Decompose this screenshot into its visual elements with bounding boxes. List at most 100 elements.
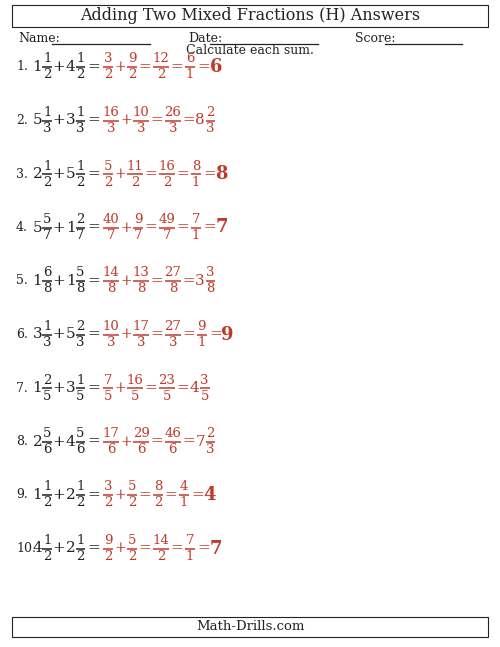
Text: 49: 49 <box>158 213 176 226</box>
Text: 2: 2 <box>76 175 84 188</box>
Text: 8: 8 <box>154 481 162 494</box>
Text: 9: 9 <box>134 213 142 226</box>
Text: 6: 6 <box>168 443 177 456</box>
Text: 2: 2 <box>43 496 52 509</box>
Text: 2: 2 <box>66 488 76 502</box>
Text: +: + <box>114 381 126 395</box>
Text: 2: 2 <box>32 435 42 448</box>
Text: 5: 5 <box>32 113 42 127</box>
Text: +: + <box>114 167 126 181</box>
Text: 2: 2 <box>76 550 84 563</box>
Text: 2: 2 <box>128 69 136 82</box>
Text: 46: 46 <box>164 427 182 440</box>
Text: 8: 8 <box>107 283 116 296</box>
Text: 23: 23 <box>158 373 176 386</box>
Text: 1: 1 <box>76 106 84 119</box>
Text: 8: 8 <box>137 283 145 296</box>
Text: Calculate each sum.: Calculate each sum. <box>186 43 314 56</box>
Text: 17: 17 <box>103 427 120 440</box>
Text: =: = <box>150 435 164 448</box>
Text: =: = <box>87 327 100 342</box>
Text: 2: 2 <box>206 106 214 119</box>
Text: +: + <box>120 435 132 448</box>
Text: 7: 7 <box>76 229 84 242</box>
Text: +: + <box>120 274 132 288</box>
Text: 7: 7 <box>43 229 52 242</box>
Text: =: = <box>198 60 210 74</box>
Text: 3: 3 <box>206 122 215 135</box>
Text: 1: 1 <box>66 221 76 234</box>
Text: 7: 7 <box>107 229 116 242</box>
Text: +: + <box>53 113 66 127</box>
Text: =: = <box>182 327 195 342</box>
Text: 3: 3 <box>66 113 76 127</box>
Text: 7: 7 <box>210 540 222 558</box>
Text: =: = <box>150 113 164 127</box>
Text: 4: 4 <box>66 435 76 448</box>
Text: =: = <box>182 274 195 288</box>
Text: 2: 2 <box>104 69 112 82</box>
Text: Date:: Date: <box>188 32 222 45</box>
Text: 8: 8 <box>196 113 205 127</box>
Text: 1: 1 <box>186 69 194 82</box>
Text: 2: 2 <box>76 320 84 333</box>
Text: 5: 5 <box>128 481 136 494</box>
Text: 3: 3 <box>168 336 177 349</box>
Text: 5: 5 <box>104 389 112 402</box>
Text: +: + <box>53 221 66 234</box>
Text: 14: 14 <box>103 267 120 280</box>
Text: 7: 7 <box>104 373 112 386</box>
Text: =: = <box>198 542 210 556</box>
Text: 5.: 5. <box>16 274 28 287</box>
Text: 5: 5 <box>76 267 84 280</box>
Text: =: = <box>204 221 216 234</box>
Text: 2: 2 <box>76 496 84 509</box>
Text: Adding Two Mixed Fractions (H) Answers: Adding Two Mixed Fractions (H) Answers <box>80 8 420 25</box>
Text: 6.: 6. <box>16 328 28 341</box>
Text: 16: 16 <box>103 106 120 119</box>
Text: =: = <box>139 488 151 502</box>
Text: 8: 8 <box>168 283 177 296</box>
Text: 3: 3 <box>196 274 205 288</box>
Text: 14: 14 <box>152 534 170 547</box>
Text: 1: 1 <box>76 481 84 494</box>
Text: 8: 8 <box>192 160 200 173</box>
Text: +: + <box>120 221 132 234</box>
Text: 1: 1 <box>76 160 84 173</box>
Text: +: + <box>53 274 66 288</box>
Text: 1: 1 <box>43 106 52 119</box>
Text: 7: 7 <box>162 229 171 242</box>
Text: 2: 2 <box>76 69 84 82</box>
Text: 3: 3 <box>168 122 177 135</box>
Text: 5: 5 <box>32 221 42 234</box>
Text: =: = <box>176 221 189 234</box>
Text: 1: 1 <box>186 550 194 563</box>
Text: 5: 5 <box>104 160 112 173</box>
Text: 1: 1 <box>180 496 188 509</box>
Text: 16: 16 <box>127 373 144 386</box>
Text: 7: 7 <box>186 534 194 547</box>
Text: 1.: 1. <box>16 61 28 74</box>
Text: 1: 1 <box>192 229 200 242</box>
Text: 5: 5 <box>43 389 52 402</box>
Text: 3: 3 <box>43 122 52 135</box>
Text: +: + <box>53 435 66 448</box>
Text: 1: 1 <box>32 488 42 502</box>
Text: =: = <box>87 381 100 395</box>
Text: 2: 2 <box>206 427 214 440</box>
Text: 5: 5 <box>43 427 52 440</box>
Text: 17: 17 <box>132 320 150 333</box>
Text: =: = <box>204 167 216 181</box>
Text: =: = <box>139 542 151 556</box>
Text: 10: 10 <box>103 320 120 333</box>
Text: 1: 1 <box>32 274 42 288</box>
Text: 13: 13 <box>132 267 150 280</box>
Text: 6: 6 <box>210 58 222 76</box>
Text: 8: 8 <box>216 165 228 183</box>
Text: 40: 40 <box>103 213 120 226</box>
Text: 5: 5 <box>163 389 171 402</box>
Text: 3.: 3. <box>16 168 28 181</box>
Text: 1: 1 <box>192 175 200 188</box>
Text: 2: 2 <box>43 175 52 188</box>
Text: +: + <box>53 488 66 502</box>
